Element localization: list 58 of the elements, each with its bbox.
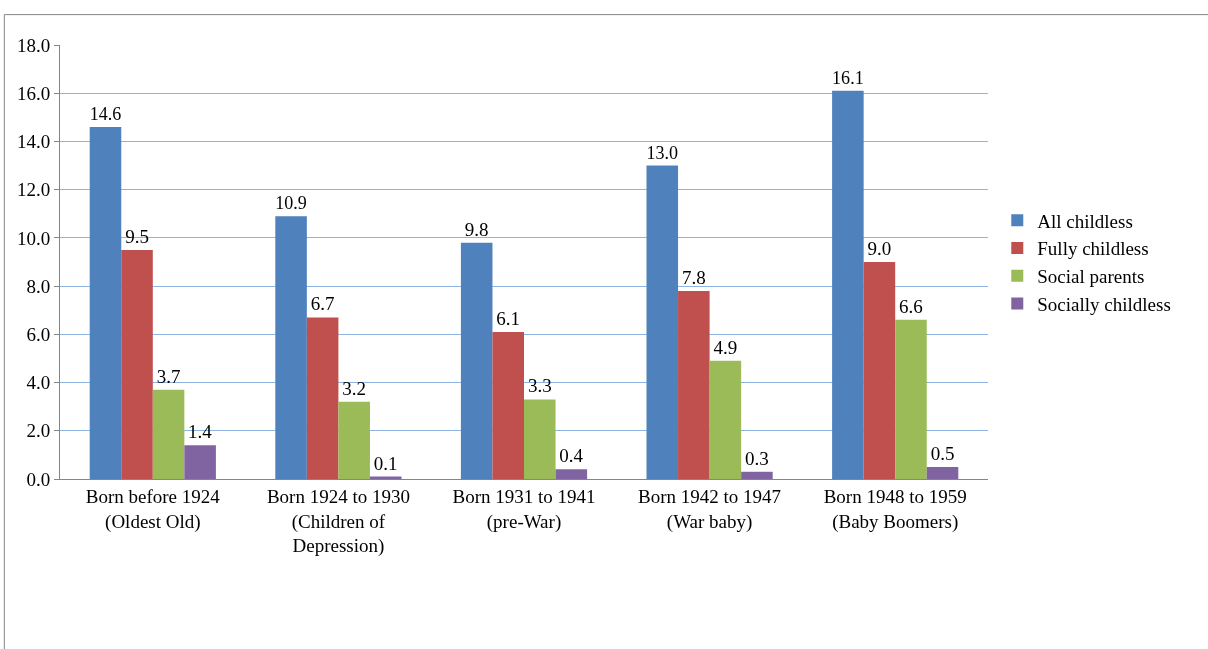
data-label: 9.5 — [125, 225, 149, 247]
data-label: 10.9 — [275, 193, 307, 214]
bar — [709, 360, 742, 479]
data-label: 3.3 — [527, 375, 552, 397]
bar — [741, 471, 773, 479]
x-tick-label: Born 1931 to 1941 (pre-War) — [452, 485, 596, 533]
legend-label: Socially childless — [1037, 293, 1171, 315]
bar — [863, 262, 896, 479]
bar — [460, 242, 493, 479]
x-tick-label: Born 1948 to 1959 (Baby Boomers) — [823, 485, 967, 533]
bar — [89, 126, 122, 479]
bar — [121, 249, 153, 479]
data-label: 16.1 — [832, 68, 864, 89]
bar — [275, 216, 307, 479]
data-label: 3.2 — [342, 377, 367, 399]
legend-label: Fully childless — [1037, 238, 1149, 260]
y-tick-label: 14.0 — [16, 131, 51, 153]
bar — [184, 445, 216, 479]
data-label: 13.0 — [646, 142, 679, 163]
bar — [524, 399, 556, 479]
bar — [926, 466, 959, 479]
data-label: 6.6 — [899, 295, 923, 317]
data-label: 4.9 — [713, 336, 738, 358]
y-tick-label: 12.0 — [16, 179, 51, 201]
bar — [492, 331, 524, 479]
x-tick-label: Born before 1924 (Oldest Old) — [85, 485, 221, 533]
y-tick-label: 6.0 — [26, 323, 51, 345]
y-tick-label: 2.0 — [26, 420, 51, 442]
bar — [338, 401, 370, 479]
data-label: 0.4 — [559, 445, 584, 467]
data-label: 1.4 — [188, 421, 213, 443]
bar — [306, 317, 339, 479]
bar — [152, 389, 185, 479]
legend-label: All childless — [1037, 210, 1133, 232]
x-tick-label: Born 1942 to 1947 (War baby) — [638, 485, 782, 533]
x-tick-label: Born 1924 to 1930 (Children of Depression) — [266, 485, 410, 558]
legend-label: Social parents — [1037, 266, 1145, 288]
y-tick-label: 0.0 — [26, 468, 51, 490]
bar — [678, 290, 710, 479]
y-tick-label: 4.0 — [26, 372, 51, 394]
bar — [555, 469, 588, 479]
data-label: 9.0 — [867, 238, 892, 259]
data-label: 14.6 — [89, 104, 122, 125]
bar — [646, 165, 679, 479]
bar — [832, 90, 864, 479]
y-tick-label: 10.0 — [16, 227, 51, 249]
data-label: 6.7 — [310, 293, 335, 315]
data-label: 3.7 — [156, 365, 181, 387]
bar — [895, 319, 927, 479]
data-label: 7.8 — [681, 266, 706, 288]
data-label: 9.8 — [464, 218, 489, 240]
y-tick-label: 16.0 — [16, 82, 51, 104]
data-label: 0.1 — [373, 452, 398, 474]
y-tick-label: 8.0 — [26, 275, 51, 297]
data-label: 6.1 — [496, 307, 521, 329]
data-label: 0.5 — [930, 442, 955, 464]
data-label: 0.3 — [745, 447, 769, 469]
y-tick-label: 18.0 — [16, 34, 51, 56]
